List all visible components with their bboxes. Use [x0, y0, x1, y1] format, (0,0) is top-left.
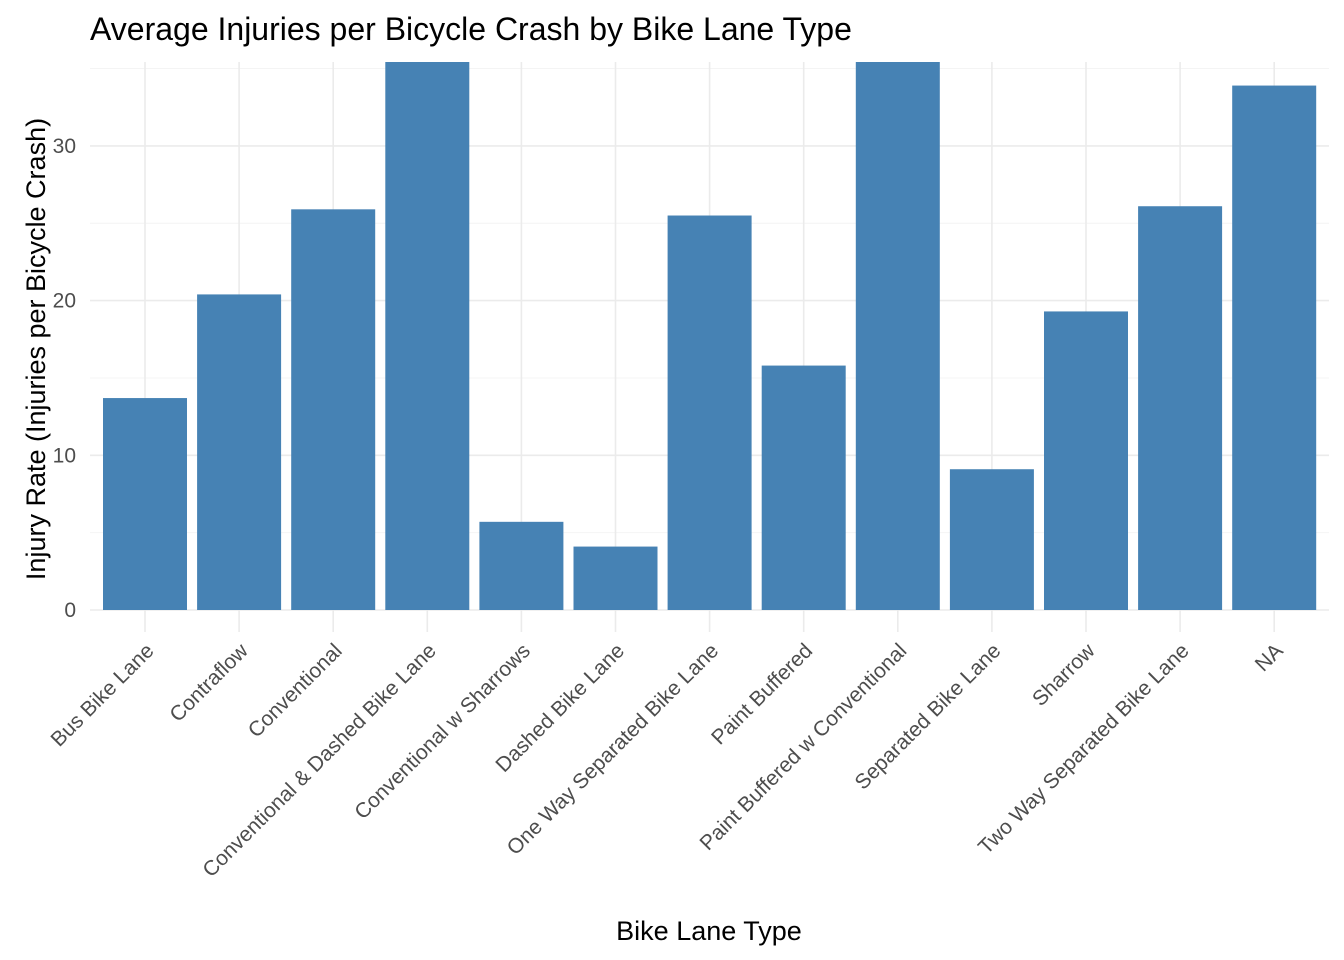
y-tick-label: 10: [53, 444, 76, 467]
x-tick-label: Bus Bike Lane: [47, 639, 159, 751]
bar: [479, 521, 564, 610]
x-tick-label: Sharrow: [1028, 639, 1100, 711]
bar: [103, 398, 187, 610]
chart-title: Average Injuries per Bicycle Crash by Bi…: [90, 11, 852, 47]
bars: [103, 62, 1317, 610]
bar: [291, 209, 376, 610]
bar: [197, 294, 282, 610]
bar: [1138, 206, 1223, 610]
bar: [949, 469, 1034, 610]
x-tick-label: Conventional: [244, 639, 347, 742]
x-tick-label: Paint Buffered w Conventional: [696, 639, 912, 855]
y-tick-label: 20: [53, 290, 76, 313]
y-axis-ticks: 0 10 20 30: [53, 135, 76, 622]
bar: [855, 62, 940, 610]
bar: [1232, 85, 1317, 610]
x-tick-label: Contraflow: [165, 639, 253, 727]
x-tick-label: NA: [1251, 639, 1288, 676]
x-tick-label: Two Way Separated Bike Lane: [974, 639, 1194, 859]
y-tick-label: 30: [53, 135, 76, 158]
bar: [667, 215, 752, 610]
y-axis-title: Injury Rate (Injuries per Bicycle Crash): [21, 118, 51, 580]
x-tick-label: Conventional w Sharrows: [350, 639, 535, 824]
bar: [761, 365, 846, 610]
bar: [385, 62, 470, 610]
y-tick-label: 0: [64, 599, 76, 622]
bar: [1044, 311, 1128, 610]
x-axis-title: Bike Lane Type: [616, 916, 802, 946]
bar: [573, 546, 658, 610]
x-tick-label: One Way Separated Bike Lane: [503, 639, 723, 859]
x-axis-ticks: Bus Bike Lane ContraflowConventionalConve…: [47, 639, 1288, 882]
